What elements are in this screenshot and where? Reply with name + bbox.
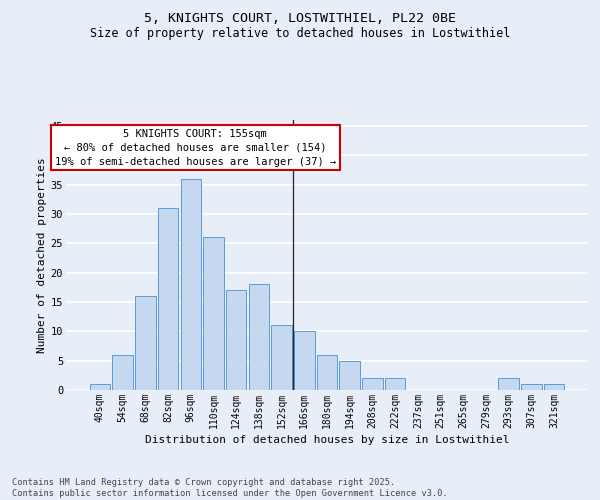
Bar — [499, 378, 519, 390]
Text: Size of property relative to detached houses in Lostwithiel: Size of property relative to detached ho… — [90, 28, 510, 40]
Bar — [385, 378, 406, 390]
Bar — [158, 208, 178, 390]
Y-axis label: Number of detached properties: Number of detached properties — [37, 157, 47, 353]
Bar — [340, 360, 360, 390]
Bar — [271, 326, 292, 390]
Bar — [248, 284, 269, 390]
Bar — [203, 238, 224, 390]
Bar — [521, 384, 542, 390]
Text: 5, KNIGHTS COURT, LOSTWITHIEL, PL22 0BE: 5, KNIGHTS COURT, LOSTWITHIEL, PL22 0BE — [144, 12, 456, 26]
Bar — [294, 332, 314, 390]
Bar — [135, 296, 155, 390]
Text: 5 KNIGHTS COURT: 155sqm
← 80% of detached houses are smaller (154)
19% of semi-d: 5 KNIGHTS COURT: 155sqm ← 80% of detache… — [55, 129, 336, 167]
Bar — [544, 384, 564, 390]
Bar — [181, 178, 201, 390]
Bar — [317, 355, 337, 390]
X-axis label: Distribution of detached houses by size in Lostwithiel: Distribution of detached houses by size … — [145, 435, 509, 445]
Text: Contains HM Land Registry data © Crown copyright and database right 2025.
Contai: Contains HM Land Registry data © Crown c… — [12, 478, 448, 498]
Bar — [112, 355, 133, 390]
Bar — [226, 290, 247, 390]
Bar — [90, 384, 110, 390]
Bar — [362, 378, 383, 390]
